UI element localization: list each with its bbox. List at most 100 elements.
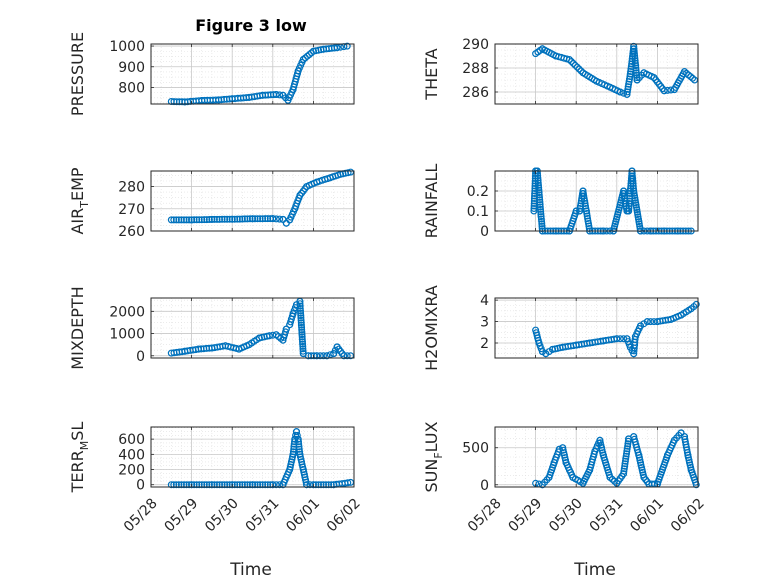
- y-tick-label: 0: [480, 224, 489, 240]
- data-point: [272, 481, 280, 489]
- y-tick-label: 0.1: [467, 204, 489, 220]
- data-point: [535, 186, 543, 194]
- data-point: [213, 481, 221, 489]
- data-point: [584, 220, 592, 228]
- data-point: [631, 57, 639, 65]
- data-point: [320, 481, 328, 489]
- data-point: [309, 481, 317, 489]
- y-tick-label: 288: [462, 61, 489, 77]
- data-point: [631, 52, 639, 60]
- data-point: [624, 437, 632, 445]
- data-point: [296, 305, 304, 313]
- y-tick-label: 2000: [109, 304, 145, 320]
- data-point: [624, 442, 632, 450]
- data-point: [238, 481, 246, 489]
- data-point: [241, 481, 249, 489]
- data-point: [687, 73, 695, 81]
- data-point: [243, 215, 251, 223]
- data-point: [622, 452, 630, 460]
- data-point: [535, 193, 543, 201]
- data-point: [254, 481, 262, 489]
- data-point: [621, 460, 629, 468]
- y-tick-label: 0: [480, 478, 489, 494]
- data-point: [298, 331, 306, 339]
- y-tick-label: 1000: [109, 327, 145, 343]
- data-point: [536, 198, 544, 206]
- data-point: [344, 479, 352, 487]
- data-point: [624, 440, 632, 448]
- data-point: [213, 215, 221, 223]
- data-point: [297, 314, 305, 322]
- data-point: [538, 222, 546, 230]
- data-point: [226, 215, 234, 223]
- data-point: [228, 215, 236, 223]
- data-point: [172, 216, 180, 224]
- y-tick-label: 0: [136, 478, 145, 494]
- data-point: [320, 352, 328, 360]
- data-point: [581, 200, 589, 208]
- data-point: [297, 321, 305, 329]
- data-point: [243, 481, 251, 489]
- data-point: [221, 215, 229, 223]
- y-axis-label: SUNFLUX: [422, 421, 445, 492]
- data-point: [200, 216, 208, 224]
- data-point: [625, 75, 633, 83]
- data-point: [613, 335, 621, 343]
- data-point: [298, 326, 306, 334]
- data-point: [629, 177, 637, 185]
- data-point: [246, 481, 254, 489]
- data-point: [536, 201, 544, 209]
- data-point: [223, 481, 231, 489]
- data-point: [629, 180, 637, 188]
- data-point: [534, 174, 542, 182]
- data-point: [296, 448, 304, 456]
- data-point: [218, 215, 226, 223]
- data-point: [315, 481, 323, 489]
- data-point: [298, 323, 306, 331]
- data-point: [629, 185, 637, 193]
- axes-frame: [150, 43, 355, 105]
- y-tick-label: 900: [118, 60, 145, 76]
- data-point: [537, 208, 545, 216]
- data-point: [272, 90, 280, 98]
- data-point: [236, 481, 244, 489]
- y-tick-label: 500: [462, 441, 489, 457]
- y-tick-label: 800: [118, 80, 145, 96]
- data-point: [259, 481, 267, 489]
- data-point: [616, 335, 624, 343]
- axes-frame: [494, 297, 699, 359]
- data-point: [303, 481, 311, 489]
- data-point: [261, 481, 269, 489]
- data-point: [295, 438, 303, 446]
- data-point: [555, 445, 563, 453]
- y-tick-label: 4: [480, 293, 489, 309]
- data-point: [343, 42, 351, 50]
- data-point: [297, 307, 305, 315]
- subplot-air-temp: 260 270 280 AIRTEMP: [68, 167, 355, 240]
- data-point: [537, 215, 545, 223]
- data-point: [251, 481, 259, 489]
- data-point: [172, 481, 180, 489]
- data-point: [330, 350, 338, 358]
- data-point: [576, 207, 584, 215]
- y-tick-label: 280: [118, 180, 145, 196]
- data-point: [254, 215, 262, 223]
- y-tick-label: 1000: [109, 39, 145, 55]
- data-point: [625, 205, 633, 213]
- data-point: [185, 481, 193, 489]
- y-tick-label: 600: [118, 432, 145, 448]
- data-point: [621, 462, 629, 470]
- data-point: [313, 352, 321, 360]
- data-point: [170, 216, 178, 224]
- subplot-sun-flux: 0 500 05/28 05/29 05/30 05/31 06/01 06/02 SUNFLU…: [422, 421, 708, 535]
- data-point: [269, 215, 277, 223]
- data-point: [190, 216, 198, 224]
- subplot-h2omixra: 2 3 4 H2OMIXRA: [422, 285, 700, 371]
- data-point: [534, 181, 542, 189]
- data-point: [325, 481, 333, 489]
- data-point: [269, 481, 277, 489]
- y-tick-label: 400: [118, 447, 145, 463]
- data-point: [536, 196, 544, 204]
